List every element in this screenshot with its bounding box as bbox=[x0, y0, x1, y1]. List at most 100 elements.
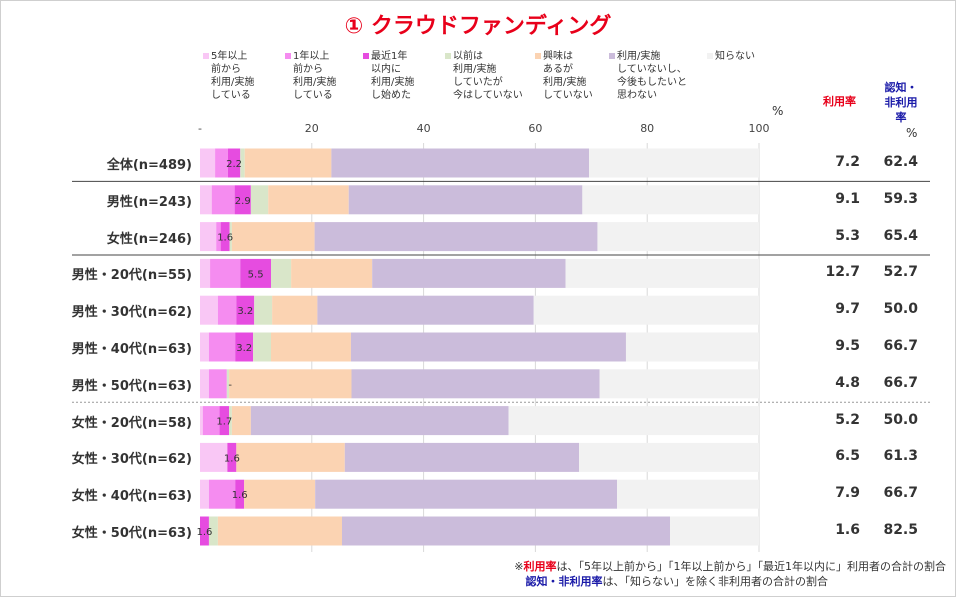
legend-swatch-2 bbox=[285, 53, 291, 59]
data-label-row0: 2.2 bbox=[226, 159, 242, 170]
bar-seg-row3-s0 bbox=[200, 258, 211, 288]
bar-seg-row0-s3 bbox=[240, 148, 245, 178]
bar-seg-row4-s3 bbox=[254, 295, 273, 325]
data-label-row7: 1.7 bbox=[216, 417, 232, 428]
bar-seg-row5-s4 bbox=[270, 332, 351, 362]
footnote-aware-rate: 認知・非利用率は、「知らない」を除く非利用者の合計の割合 bbox=[526, 573, 829, 589]
row-label-3: 男性・20代(n=55) bbox=[71, 268, 192, 284]
footnote-usage-rate: ※利用率は、「5年以上前から」「1年以上前から」「最近1年以内に」利用者の合計の… bbox=[514, 558, 946, 574]
bar-seg-row3-s1 bbox=[210, 258, 241, 288]
row-label-10: 女性・50代(n=63) bbox=[71, 526, 192, 541]
data-label-row8: 1.6 bbox=[224, 453, 240, 464]
bar-seg-row3-s4 bbox=[291, 258, 373, 288]
bar-seg-row5-s5 bbox=[350, 332, 626, 362]
bar-seg-row0-s4 bbox=[244, 148, 332, 178]
bar-seg-row7-s4 bbox=[231, 406, 251, 436]
data-label-row6: - bbox=[228, 380, 232, 391]
aware-nonuse-rate-row3: 52.7 bbox=[883, 264, 918, 281]
row-label-8: 女性・30代(n=62) bbox=[71, 452, 192, 468]
bar-seg-row1-s2 bbox=[234, 185, 251, 215]
bar-seg-row3-s5 bbox=[372, 258, 566, 288]
bar-seg-row4-s5 bbox=[317, 295, 534, 325]
aware-nonuse-rate-header: 認知・ 非利用 率 bbox=[881, 80, 921, 125]
aware-nonuse-rate-row0: 62.4 bbox=[883, 154, 918, 170]
bar-seg-row8-s4 bbox=[236, 442, 345, 472]
bar-seg-row7-s5 bbox=[250, 406, 509, 436]
bar-seg-row1-s3 bbox=[250, 185, 269, 215]
row-label-9: 女性・40代(n=63) bbox=[71, 489, 192, 505]
legend-label-6: 利用/実施 していないし、 今後もしたいと 思わない bbox=[617, 51, 687, 101]
row-label-0: 全体(n=489) bbox=[106, 158, 192, 173]
bar-seg-row1-s4 bbox=[268, 185, 349, 215]
aware-nonuse-header-line3: 率 bbox=[895, 111, 907, 124]
legend-label-7: 知らない bbox=[715, 51, 755, 62]
legend-swatch-6 bbox=[609, 53, 615, 59]
axis-unit-percent: % bbox=[772, 104, 784, 118]
aware-nonuse-rate-row2: 65.4 bbox=[883, 227, 918, 244]
bar-seg-row4-s0 bbox=[200, 295, 218, 325]
aware-nonuse-rate-row6: 66.7 bbox=[883, 374, 918, 391]
legend-label-4: 以前は 利用/実施 していたが 今はしていない bbox=[453, 51, 523, 101]
bar-seg-row2-s0 bbox=[200, 222, 217, 252]
x-tick-label-3: 60 bbox=[528, 122, 542, 135]
row-label-4: 男性・30代(n=62) bbox=[71, 305, 192, 321]
x-tick-label-0: - bbox=[198, 122, 202, 135]
legend-swatch-7 bbox=[707, 53, 713, 59]
data-label-row10: 1.6 bbox=[197, 527, 213, 538]
footnote-aware-key: 認知・非利用率 bbox=[525, 575, 603, 588]
aware-nonuse-rate-row4: 50.0 bbox=[883, 301, 918, 318]
bar-seg-row9-s4 bbox=[244, 479, 316, 509]
bar-seg-row3-s2 bbox=[240, 258, 271, 288]
bar-seg-row3-s6 bbox=[565, 258, 759, 288]
bar-seg-row3-s3 bbox=[270, 258, 292, 288]
bar-seg-row6-s1 bbox=[208, 369, 227, 399]
data-label-row9: 1.6 bbox=[232, 490, 248, 501]
bar-seg-row2-s5 bbox=[314, 222, 598, 252]
chart-title: ① クラウドファンディング bbox=[344, 14, 612, 39]
bar-seg-row4-s1 bbox=[217, 295, 237, 325]
bar-seg-row8-s5 bbox=[344, 442, 580, 472]
usage-rate-header: 利用率 bbox=[823, 95, 856, 108]
legend-swatch-1 bbox=[203, 53, 209, 59]
bar-seg-row1-s6 bbox=[582, 185, 759, 215]
bar-seg-row10-s3 bbox=[208, 516, 218, 546]
row-label-5: 男性・40代(n=63) bbox=[71, 342, 192, 357]
bar-seg-row10-s5 bbox=[341, 516, 671, 546]
bar-seg-row7-s6 bbox=[508, 406, 759, 436]
bar-seg-row9-s1 bbox=[208, 479, 236, 509]
bar-seg-row6-s0 bbox=[200, 369, 209, 399]
bar-seg-row1-s1 bbox=[211, 185, 235, 215]
bar-seg-row0-s2 bbox=[227, 148, 241, 178]
legend-label-2: 1年以上 前から 利用/実施 している bbox=[293, 51, 337, 101]
bar-seg-row4-s6 bbox=[533, 295, 759, 325]
aware-nonuse-header-line1: 認知・ bbox=[884, 81, 918, 94]
bar-seg-row5-s2 bbox=[235, 332, 254, 362]
row-label-6: 男性・50代(n=63) bbox=[71, 378, 192, 394]
row-label-1: 男性(n=243) bbox=[106, 194, 192, 210]
bar-seg-row4-s2 bbox=[236, 295, 255, 325]
usage-rate-row6: 4.8 bbox=[835, 374, 860, 391]
bar-seg-row9-s0 bbox=[200, 479, 209, 509]
bar-seg-row7-s0 bbox=[200, 406, 203, 436]
usage-rate-row9: 7.9 bbox=[835, 485, 860, 502]
bar-seg-row7-s2 bbox=[219, 406, 230, 436]
aware-nonuse-rate-row8: 61.3 bbox=[883, 448, 918, 465]
bar-seg-row8-s6 bbox=[579, 442, 759, 472]
aware-nonuse-rate-row7: 50.0 bbox=[883, 411, 918, 428]
data-label-row2: 1.6 bbox=[217, 233, 233, 244]
bar-seg-row5-s6 bbox=[625, 332, 759, 362]
aware-nonuse-rate-row5: 66.7 bbox=[883, 338, 918, 354]
bar-seg-row5-s1 bbox=[208, 332, 236, 362]
right-percent-unit: % bbox=[906, 126, 918, 140]
row-label-2: 女性(n=246) bbox=[106, 231, 192, 247]
bar-seg-row8-s0 bbox=[200, 442, 228, 472]
usage-rate-row10: 1.6 bbox=[835, 522, 860, 538]
bar-seg-row0-s1 bbox=[215, 148, 228, 178]
legend-label-5: 興味は あるが 利用/実施 していない bbox=[543, 51, 593, 101]
legend-swatch-5 bbox=[535, 53, 541, 59]
footnote-usage-key: 利用率 bbox=[523, 560, 557, 573]
bar-seg-row0-s5 bbox=[331, 148, 590, 178]
bar-seg-row10-s6 bbox=[670, 516, 759, 546]
bar-seg-row6-s3 bbox=[226, 369, 230, 399]
bar-seg-row7-s1 bbox=[202, 406, 220, 436]
